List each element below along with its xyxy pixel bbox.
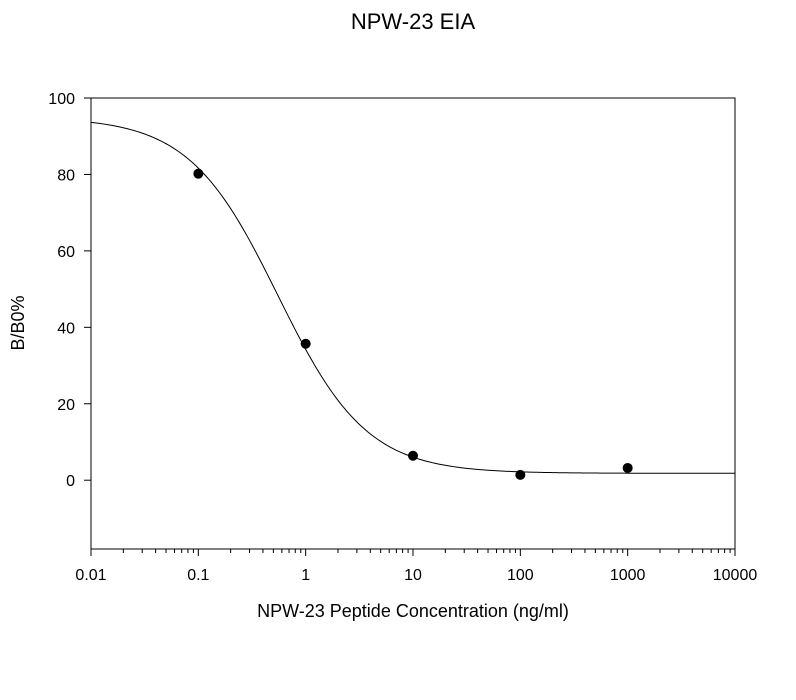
data-point	[622, 462, 633, 473]
x-tick-label: 1000	[610, 567, 646, 584]
y-axis: 0 20 40 60 80 100	[48, 91, 91, 490]
y-tick-label: 20	[57, 397, 75, 414]
data-point	[193, 168, 204, 179]
y-axis-label: B/B0%	[8, 295, 28, 350]
x-tick-label: 10	[404, 567, 422, 584]
y-tick-label: 100	[48, 91, 75, 108]
x-axis-label: NPW-23 Peptide Concentration (ng/ml)	[257, 601, 569, 621]
chart-title: NPW-23 EIA	[351, 9, 476, 34]
plot-area-frame	[90, 97, 736, 550]
data-points	[193, 168, 633, 480]
x-axis: 0.01 0.1 1 10 100 1000 10000	[75, 549, 757, 584]
data-point	[408, 450, 418, 461]
fitted-curve	[90, 121, 735, 474]
data-point	[515, 469, 526, 480]
y-tick-label: 60	[57, 244, 75, 261]
x-tick-label: 0.01	[75, 567, 106, 584]
y-tick-label: 40	[57, 320, 75, 337]
data-point	[300, 338, 311, 349]
y-tick-label: 80	[57, 167, 75, 184]
x-tick-label: 0.1	[187, 567, 209, 584]
x-tick-label: 100	[507, 567, 534, 584]
y-tick-label: 0	[66, 473, 75, 490]
x-tick-label: 1	[301, 567, 310, 584]
x-tick-label: 10000	[713, 567, 758, 584]
